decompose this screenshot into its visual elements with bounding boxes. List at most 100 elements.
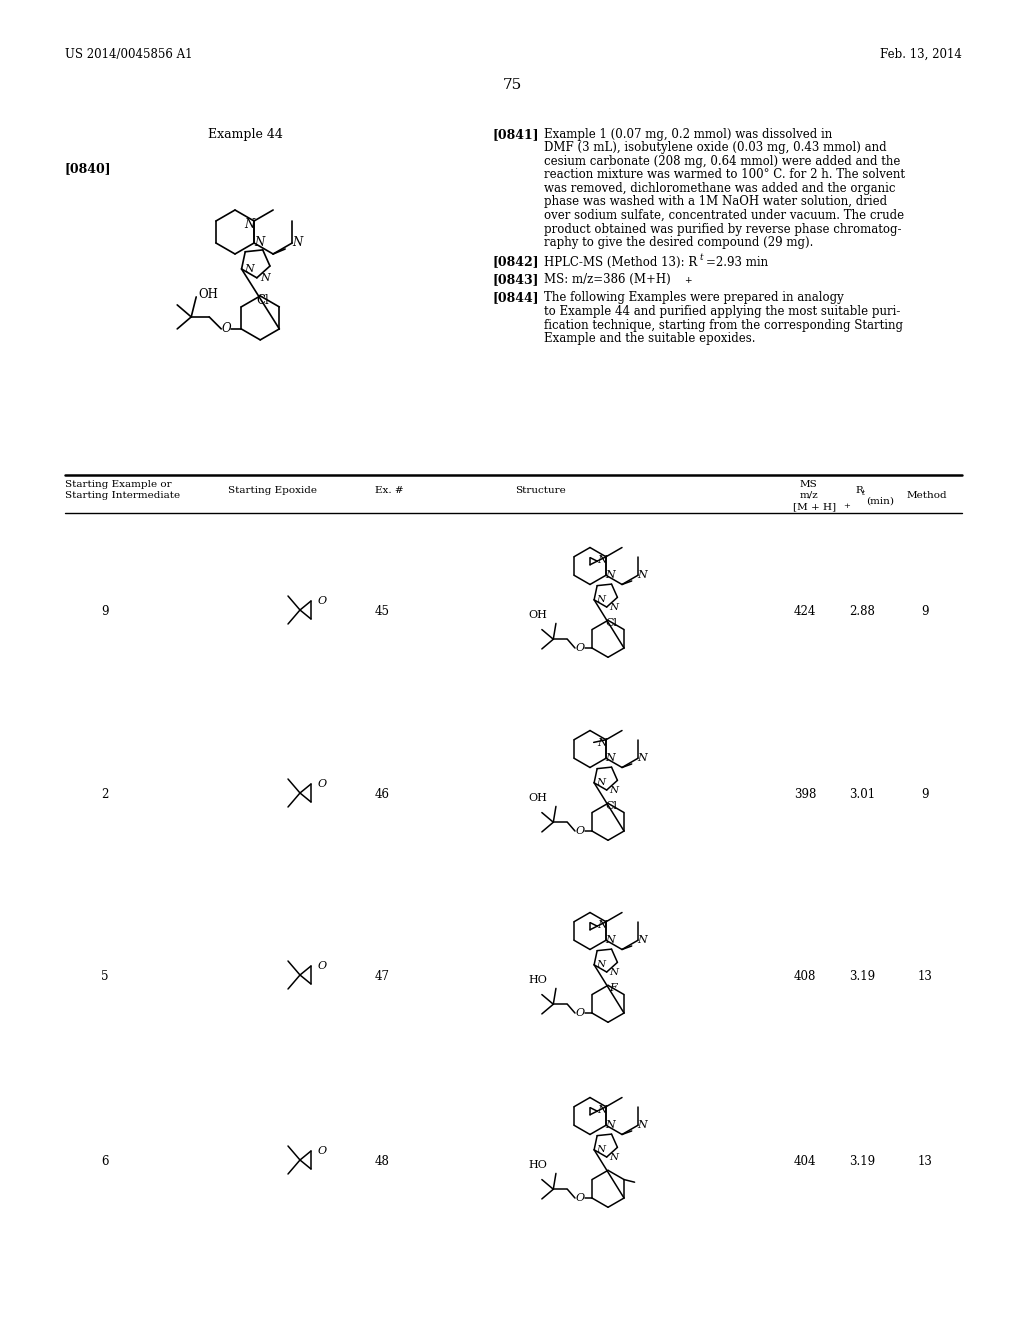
Text: 9: 9 xyxy=(922,788,929,801)
Text: Example 44: Example 44 xyxy=(208,128,283,141)
Text: N: N xyxy=(605,936,614,945)
Text: MS: MS xyxy=(800,480,818,488)
Text: US 2014/0045856 A1: US 2014/0045856 A1 xyxy=(65,48,193,61)
Text: Cl: Cl xyxy=(605,618,617,628)
Text: [0841]: [0841] xyxy=(492,128,539,141)
Text: N: N xyxy=(254,236,264,249)
Text: OH: OH xyxy=(528,793,548,804)
Text: 6: 6 xyxy=(101,1155,109,1168)
Text: Cl: Cl xyxy=(256,294,268,308)
Text: O: O xyxy=(318,779,327,789)
Text: Example and the suitable epoxides.: Example and the suitable epoxides. xyxy=(544,333,756,345)
Text: 9: 9 xyxy=(922,605,929,618)
Text: O: O xyxy=(318,961,327,972)
Text: 47: 47 xyxy=(375,970,389,983)
Text: MS: m/z=386 (M+H): MS: m/z=386 (M+H) xyxy=(544,273,671,286)
Text: N: N xyxy=(244,218,254,231)
Text: product obtained was purified by reverse phase chromatog-: product obtained was purified by reverse… xyxy=(544,223,901,235)
Text: 13: 13 xyxy=(918,970,933,983)
Text: Structure: Structure xyxy=(515,486,565,495)
Text: N: N xyxy=(605,1121,614,1130)
Text: Starting Epoxide: Starting Epoxide xyxy=(228,486,317,495)
Text: The following Examples were prepared in analogy: The following Examples were prepared in … xyxy=(544,292,844,305)
Text: O: O xyxy=(318,1146,327,1156)
Text: phase was washed with a 1M NaOH water solution, dried: phase was washed with a 1M NaOH water so… xyxy=(544,195,887,209)
Text: t: t xyxy=(862,488,865,498)
Text: fication technique, starting from the corresponding Starting: fication technique, starting from the co… xyxy=(544,318,903,331)
Text: HPLC-MS (Method 13): R: HPLC-MS (Method 13): R xyxy=(544,256,697,268)
Text: 9: 9 xyxy=(101,605,109,618)
Text: O: O xyxy=(575,1008,585,1018)
Text: Starting Intermediate: Starting Intermediate xyxy=(65,491,180,500)
Text: [0842]: [0842] xyxy=(492,256,539,268)
Text: 3.19: 3.19 xyxy=(849,970,876,983)
Text: reaction mixture was warmed to 100° C. for 2 h. The solvent: reaction mixture was warmed to 100° C. f… xyxy=(544,169,905,181)
Text: 48: 48 xyxy=(375,1155,389,1168)
Text: OH: OH xyxy=(528,610,548,620)
Text: 3.01: 3.01 xyxy=(849,788,876,801)
Text: N: N xyxy=(605,570,614,581)
Text: OH: OH xyxy=(199,288,218,301)
Text: O: O xyxy=(575,826,585,836)
Text: 45: 45 xyxy=(375,605,389,618)
Text: N: N xyxy=(637,754,647,763)
Text: m/z: m/z xyxy=(800,491,819,500)
Text: [0840]: [0840] xyxy=(65,162,112,176)
Text: 46: 46 xyxy=(375,788,389,801)
Text: 75: 75 xyxy=(503,78,521,92)
Text: Ex. #: Ex. # xyxy=(375,486,403,495)
Text: 408: 408 xyxy=(794,970,816,983)
Text: 13: 13 xyxy=(918,1155,933,1168)
Text: N: N xyxy=(637,1121,647,1130)
Text: N: N xyxy=(597,920,607,929)
Text: N: N xyxy=(637,570,647,581)
Text: [0843]: [0843] xyxy=(492,273,539,286)
Text: HO: HO xyxy=(528,1160,548,1171)
Text: N: N xyxy=(597,779,605,787)
Text: Starting Example or: Starting Example or xyxy=(65,480,172,488)
Text: +: + xyxy=(684,276,691,285)
Text: N: N xyxy=(597,1146,605,1154)
Text: N: N xyxy=(605,754,614,763)
Text: Example 1 (0.07 mg, 0.2 mmol) was dissolved in: Example 1 (0.07 mg, 0.2 mmol) was dissol… xyxy=(544,128,833,141)
Text: 424: 424 xyxy=(794,605,816,618)
Text: 3.19: 3.19 xyxy=(849,1155,876,1168)
Text: N: N xyxy=(597,595,605,605)
Text: =2.93 min: =2.93 min xyxy=(706,256,768,268)
Text: t: t xyxy=(699,253,702,263)
Text: [M + H]: [M + H] xyxy=(793,502,837,511)
Text: cesium carbonate (208 mg, 0.64 mmol) were added and the: cesium carbonate (208 mg, 0.64 mmol) wer… xyxy=(544,154,900,168)
Text: N: N xyxy=(637,936,647,945)
Text: DMF (3 mL), isobutylene oxide (0.03 mg, 0.43 mmol) and: DMF (3 mL), isobutylene oxide (0.03 mg, … xyxy=(544,141,887,154)
Text: N: N xyxy=(292,236,302,249)
Text: 404: 404 xyxy=(794,1155,816,1168)
Text: O: O xyxy=(318,597,327,606)
Text: N: N xyxy=(609,1152,618,1162)
Text: 398: 398 xyxy=(794,788,816,801)
Text: N: N xyxy=(609,968,618,977)
Text: was removed, dichloromethane was added and the organic: was removed, dichloromethane was added a… xyxy=(544,182,896,195)
Text: +: + xyxy=(843,502,850,510)
Text: over sodium sulfate, concentrated under vacuum. The crude: over sodium sulfate, concentrated under … xyxy=(544,209,904,222)
Text: HO: HO xyxy=(528,975,548,986)
Text: 2: 2 xyxy=(101,788,109,801)
Text: Cl: Cl xyxy=(605,801,617,812)
Text: 5: 5 xyxy=(101,970,109,983)
Text: O: O xyxy=(575,1193,585,1203)
Text: O: O xyxy=(575,643,585,653)
Text: N: N xyxy=(260,273,269,282)
Text: N: N xyxy=(609,602,618,611)
Text: (min): (min) xyxy=(866,498,894,506)
Text: N: N xyxy=(597,961,605,969)
Text: N: N xyxy=(245,264,254,275)
Text: N: N xyxy=(609,785,618,795)
Text: Feb. 13, 2014: Feb. 13, 2014 xyxy=(880,48,962,61)
Text: 2.88: 2.88 xyxy=(849,605,874,618)
Text: [0844]: [0844] xyxy=(492,292,539,305)
Text: N: N xyxy=(597,738,607,747)
Text: F: F xyxy=(609,983,616,994)
Text: Method: Method xyxy=(907,491,947,500)
Text: raphy to give the desired compound (29 mg).: raphy to give the desired compound (29 m… xyxy=(544,236,813,249)
Text: N: N xyxy=(597,1105,607,1115)
Text: O: O xyxy=(221,322,231,335)
